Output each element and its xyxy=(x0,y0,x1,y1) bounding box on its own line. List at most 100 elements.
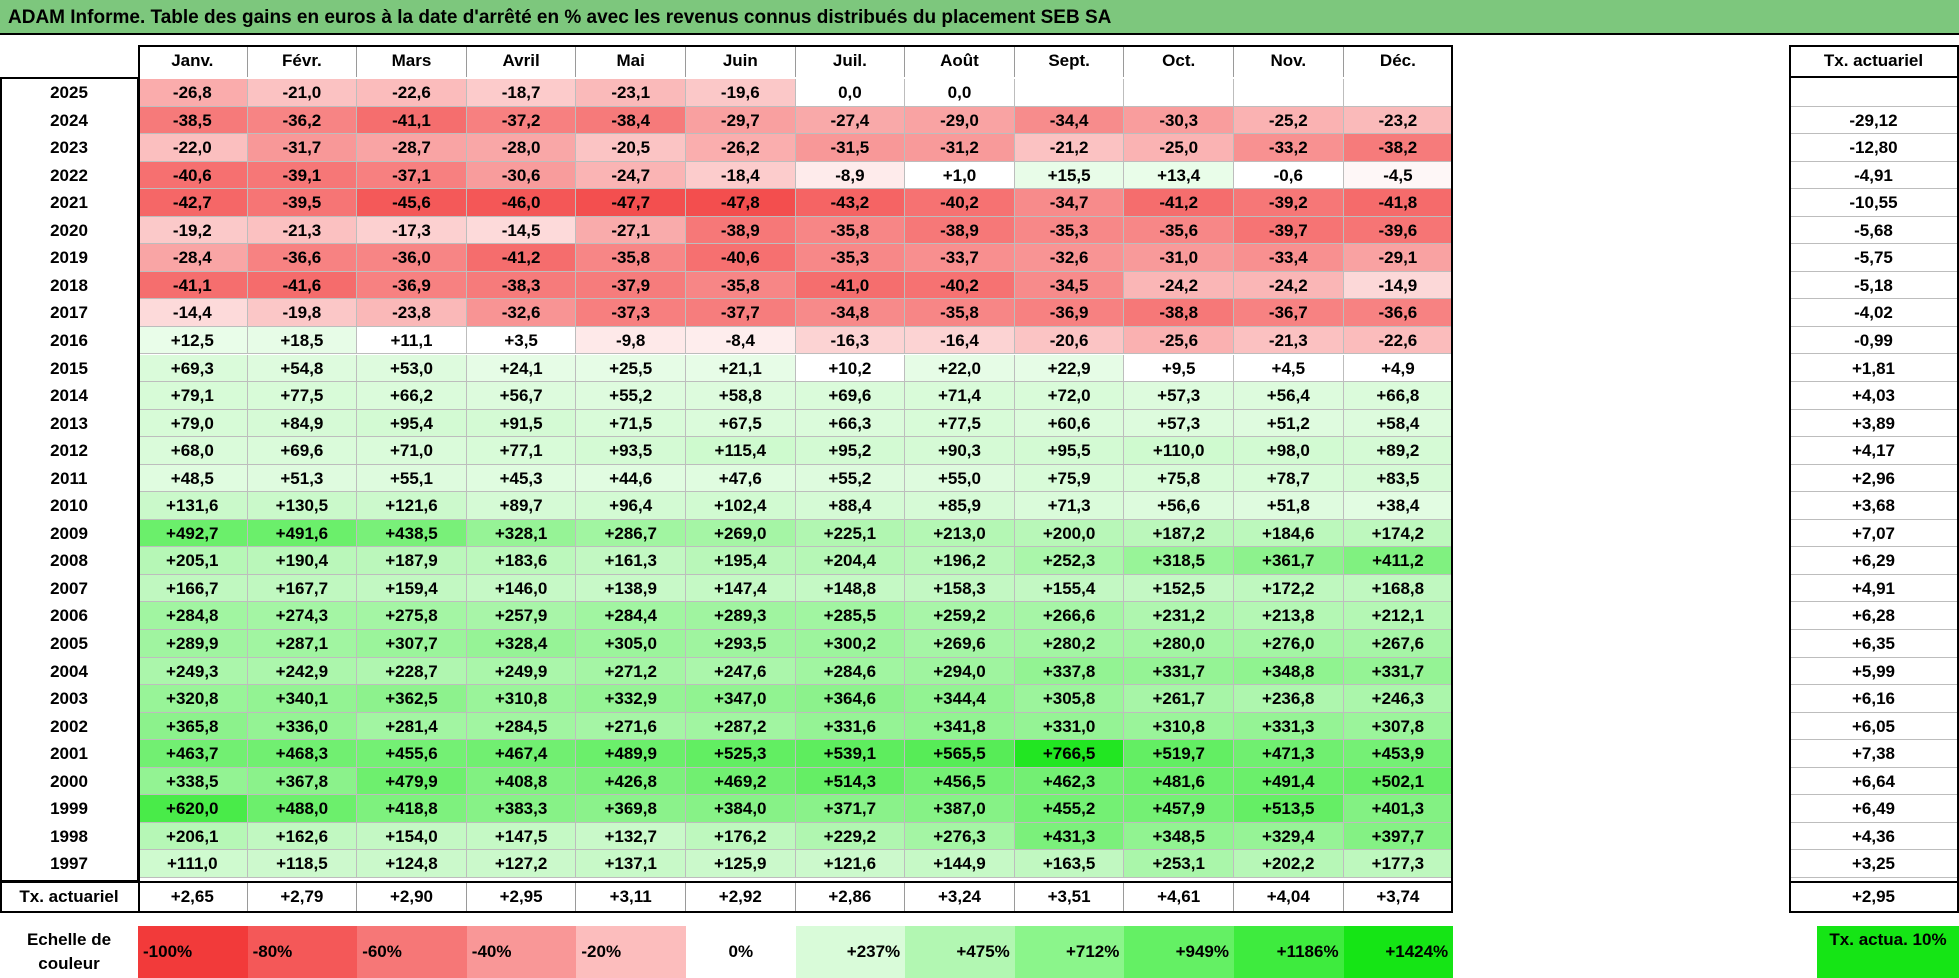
table-cell: +69,6 xyxy=(795,382,906,410)
table-cell: +320,8 xyxy=(138,685,248,713)
table-cell: +200,0 xyxy=(1014,519,1125,548)
table-cell: +565,5 xyxy=(905,740,1015,768)
table-cell: +257,9 xyxy=(466,602,577,630)
table-cell: 0,0 xyxy=(795,79,906,107)
month-header: Nov. xyxy=(1234,45,1344,77)
table-cell: -35,3 xyxy=(795,244,906,272)
table-cell: -38,3 xyxy=(466,271,577,300)
table-cell: +281,4 xyxy=(357,712,467,741)
table-cell: +75,9 xyxy=(1014,464,1125,493)
table-cell: +488,0 xyxy=(247,795,358,823)
table-cell: +85,9 xyxy=(905,492,1015,520)
table-cell: -41,6 xyxy=(247,271,358,300)
table-cell: -32,6 xyxy=(466,299,577,327)
color-scale-swatch: +712% xyxy=(1014,926,1125,978)
table-cell: +55,0 xyxy=(905,464,1015,493)
table-cell: +93,5 xyxy=(576,437,686,465)
table-cell: +341,8 xyxy=(905,712,1015,741)
table-cell: +479,9 xyxy=(357,767,467,796)
table-cell: -19,2 xyxy=(138,216,248,245)
table-cell: +152,5 xyxy=(1124,574,1234,603)
table-cell: +310,8 xyxy=(466,685,577,713)
table-cell: +187,9 xyxy=(357,547,467,575)
table-cell: +183,6 xyxy=(466,547,577,575)
table-cell: +166,7 xyxy=(138,574,248,603)
table-cell: +148,8 xyxy=(795,574,906,603)
table-cell: +453,9 xyxy=(1343,740,1454,768)
table-cell: +229,2 xyxy=(795,822,906,851)
table-cell: +431,3 xyxy=(1014,822,1125,851)
table-cell: +18,5 xyxy=(247,326,358,355)
table-cell: +12,5 xyxy=(138,326,248,355)
table-cell: +206,1 xyxy=(138,822,248,851)
year-label: 2000 xyxy=(50,771,88,791)
table-cell: -9,8 xyxy=(576,326,686,355)
rate-cell: +3,89 xyxy=(1789,409,1959,438)
table-cell: -23,2 xyxy=(1343,106,1454,135)
table-cell: -41,2 xyxy=(466,244,577,272)
table-cell: +51,8 xyxy=(1234,492,1344,520)
table-cell: +519,7 xyxy=(1124,740,1234,768)
table-cell: +371,7 xyxy=(795,795,906,823)
table-cell: +418,8 xyxy=(357,795,467,823)
table-cell: +457,9 xyxy=(1124,795,1234,823)
table-cell: -21,3 xyxy=(247,216,358,245)
table-cell: +95,4 xyxy=(357,409,467,438)
table-cell: -36,6 xyxy=(247,244,358,272)
table-cell: +766,5 xyxy=(1014,740,1125,768)
table-cell: +364,6 xyxy=(795,685,906,713)
table-cell: -46,0 xyxy=(466,189,577,217)
table-cell: +259,2 xyxy=(905,602,1015,630)
table-cell: -21,2 xyxy=(1014,134,1125,162)
month-header: Avril xyxy=(467,45,577,77)
table-cell: +88,4 xyxy=(795,492,906,520)
table-cell: +455,2 xyxy=(1014,795,1125,823)
table-cell: +384,0 xyxy=(686,795,796,823)
table-cell: +271,2 xyxy=(576,657,686,686)
table-cell: -36,2 xyxy=(247,106,358,135)
table-cell: +383,3 xyxy=(466,795,577,823)
table-cell: -29,0 xyxy=(905,106,1015,135)
table-cell: +84,9 xyxy=(247,409,358,438)
table-cell xyxy=(1343,79,1454,107)
table-cell: +66,2 xyxy=(357,382,467,410)
table-cell: +328,1 xyxy=(466,519,577,548)
table-cell: +95,2 xyxy=(795,437,906,465)
table-cell: +69,3 xyxy=(138,354,248,383)
footer-label: Tx. actuariel xyxy=(19,886,119,906)
footer-rate-cell: +3,74 xyxy=(1344,880,1454,913)
table-cell: +71,0 xyxy=(357,437,467,465)
table-cell: +66,3 xyxy=(795,409,906,438)
table-cell: -35,3 xyxy=(1014,216,1125,245)
table-cell: +331,0 xyxy=(1014,712,1125,741)
table-cell: +48,5 xyxy=(138,464,248,493)
table-cell: -35,8 xyxy=(576,244,686,272)
rate-cell: -12,80 xyxy=(1789,134,1959,162)
month-header: Janv. xyxy=(138,45,248,77)
table-cell: +212,1 xyxy=(1343,602,1454,630)
table-cell xyxy=(1014,79,1125,107)
table-cell: -39,5 xyxy=(247,189,358,217)
table-cell: +492,7 xyxy=(138,519,248,548)
table-cell: -25,0 xyxy=(1124,134,1234,162)
table-cell: +57,3 xyxy=(1124,409,1234,438)
table-cell: +45,3 xyxy=(466,464,577,493)
table-cell: -37,7 xyxy=(686,299,796,327)
month-header: Août xyxy=(905,45,1015,77)
table-cell: -31,0 xyxy=(1124,244,1234,272)
table-cell: +66,8 xyxy=(1343,382,1454,410)
table-cell: -37,3 xyxy=(576,299,686,327)
table-cell: +276,3 xyxy=(905,822,1015,851)
table-cell: +24,1 xyxy=(466,354,577,383)
table-cell: +158,3 xyxy=(905,574,1015,603)
table-cell: +455,6 xyxy=(357,740,467,768)
table-cell: -37,2 xyxy=(466,106,577,135)
table-cell: +1,0 xyxy=(905,161,1015,190)
table-cell: +469,2 xyxy=(686,767,796,796)
table-cell: +3,5 xyxy=(466,326,577,355)
table-cell: +90,3 xyxy=(905,437,1015,465)
table-cell: +174,2 xyxy=(1343,519,1454,548)
color-scale-swatch: +1424% xyxy=(1343,926,1454,978)
year-label: 2021 xyxy=(50,193,88,213)
table-cell: +58,8 xyxy=(686,382,796,410)
